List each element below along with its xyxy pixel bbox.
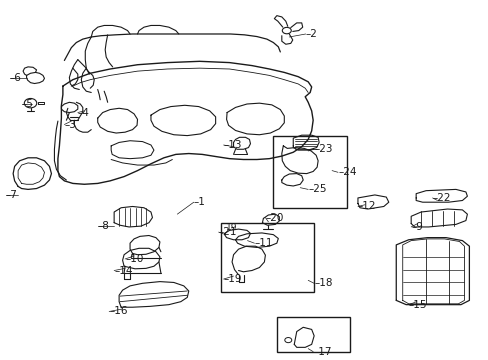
Text: –20: –20 — [265, 212, 283, 222]
Text: –10: –10 — [125, 254, 143, 264]
Text: –17: –17 — [312, 347, 331, 357]
Text: –6: –6 — [10, 73, 21, 84]
Text: –15: –15 — [408, 300, 427, 310]
Text: –9: –9 — [410, 222, 422, 232]
Text: –16: –16 — [109, 306, 127, 316]
Text: –12: –12 — [357, 202, 376, 211]
Text: –3: –3 — [64, 120, 76, 130]
Bar — [273, 136, 346, 208]
Text: –1: –1 — [193, 197, 205, 207]
Bar — [276, 316, 350, 352]
Text: 19: 19 — [225, 223, 237, 232]
Text: –14: –14 — [114, 266, 132, 275]
Text: –21: –21 — [218, 227, 237, 237]
Text: –13: –13 — [223, 140, 242, 150]
Bar — [220, 223, 313, 292]
Text: –5: –5 — [21, 99, 33, 109]
Text: –25: –25 — [307, 184, 326, 194]
Text: –18: –18 — [313, 278, 332, 288]
Text: –4: –4 — [78, 108, 89, 118]
Text: –8: –8 — [98, 221, 109, 231]
Text: –2: –2 — [305, 29, 317, 39]
Text: –24: –24 — [337, 167, 356, 177]
Text: –22: –22 — [432, 193, 450, 203]
Text: –11: –11 — [254, 238, 272, 248]
Text: –7: –7 — [6, 190, 18, 200]
Text: –19: –19 — [223, 274, 242, 284]
Text: –23: –23 — [313, 144, 332, 154]
